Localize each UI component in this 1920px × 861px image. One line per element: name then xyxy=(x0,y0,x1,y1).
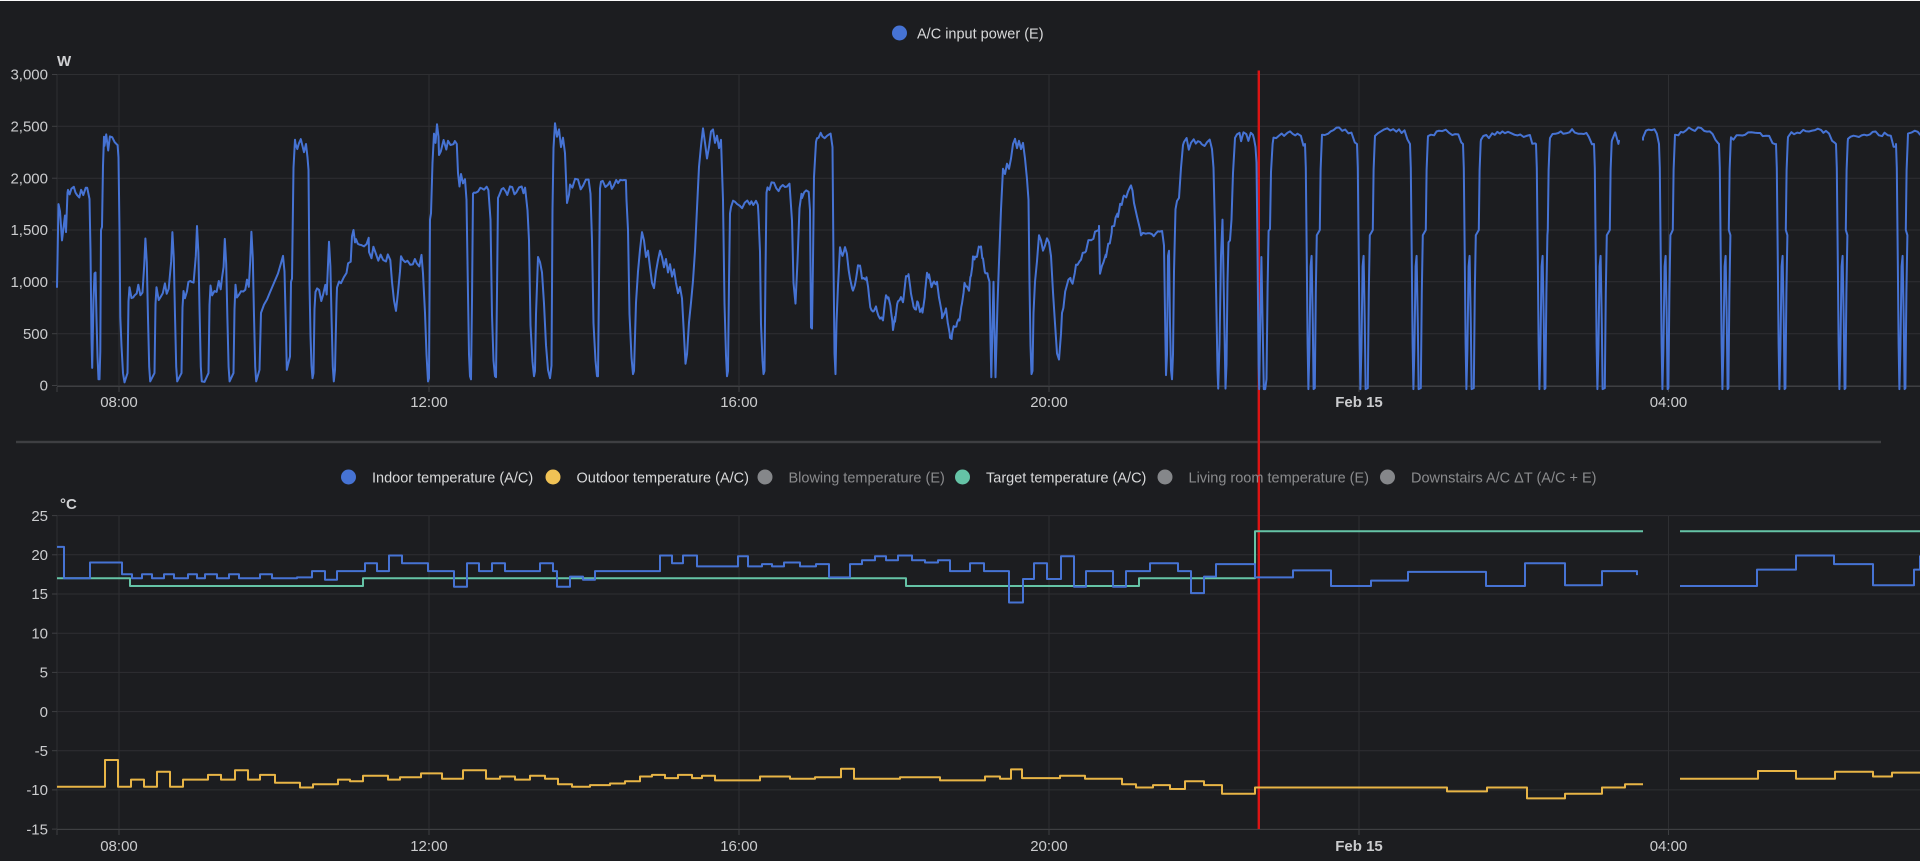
svg-text:04:00: 04:00 xyxy=(1650,838,1688,855)
svg-text:20: 20 xyxy=(31,547,48,564)
svg-text:20:00: 20:00 xyxy=(1030,394,1068,411)
svg-text:-10: -10 xyxy=(26,782,48,799)
svg-text:5: 5 xyxy=(40,665,48,682)
svg-text:W: W xyxy=(57,53,72,70)
svg-text:-15: -15 xyxy=(26,821,48,838)
svg-text:-5: -5 xyxy=(35,743,48,760)
svg-text:Target temperature (A/C): Target temperature (A/C) xyxy=(986,471,1146,487)
svg-text:Feb 15: Feb 15 xyxy=(1335,838,1383,855)
svg-text:20:00: 20:00 xyxy=(1030,838,1068,855)
svg-text:04:00: 04:00 xyxy=(1650,394,1688,411)
svg-text:08:00: 08:00 xyxy=(100,838,138,855)
svg-text:Living room temperature (E): Living room temperature (E) xyxy=(1189,471,1370,487)
svg-text:2,500: 2,500 xyxy=(10,119,48,136)
svg-text:0: 0 xyxy=(40,378,48,395)
svg-text:°C: °C xyxy=(60,496,77,513)
svg-text:Feb 15: Feb 15 xyxy=(1335,394,1383,411)
svg-text:16:00: 16:00 xyxy=(720,394,758,411)
svg-text:16:00: 16:00 xyxy=(720,838,758,855)
svg-text:3,000: 3,000 xyxy=(10,67,48,84)
svg-text:Downstairs A/C ΔT (A/C + E): Downstairs A/C ΔT (A/C + E) xyxy=(1411,471,1596,487)
svg-text:Blowing temperature (E): Blowing temperature (E) xyxy=(789,471,945,487)
svg-text:25: 25 xyxy=(31,508,48,525)
svg-text:1,500: 1,500 xyxy=(10,222,48,239)
svg-text:12:00: 12:00 xyxy=(410,838,448,855)
svg-text:500: 500 xyxy=(23,326,48,343)
svg-text:A/C input power (E): A/C input power (E) xyxy=(917,27,1044,43)
svg-text:1,000: 1,000 xyxy=(10,274,48,291)
svg-text:2,000: 2,000 xyxy=(10,170,48,187)
svg-text:08:00: 08:00 xyxy=(100,394,138,411)
svg-text:Indoor temperature (A/C): Indoor temperature (A/C) xyxy=(372,471,533,487)
svg-text:Outdoor temperature (A/C): Outdoor temperature (A/C) xyxy=(577,471,749,487)
svg-text:12:00: 12:00 xyxy=(410,394,448,411)
svg-text:15: 15 xyxy=(31,586,48,603)
svg-text:0: 0 xyxy=(40,704,48,721)
svg-text:10: 10 xyxy=(31,625,48,642)
